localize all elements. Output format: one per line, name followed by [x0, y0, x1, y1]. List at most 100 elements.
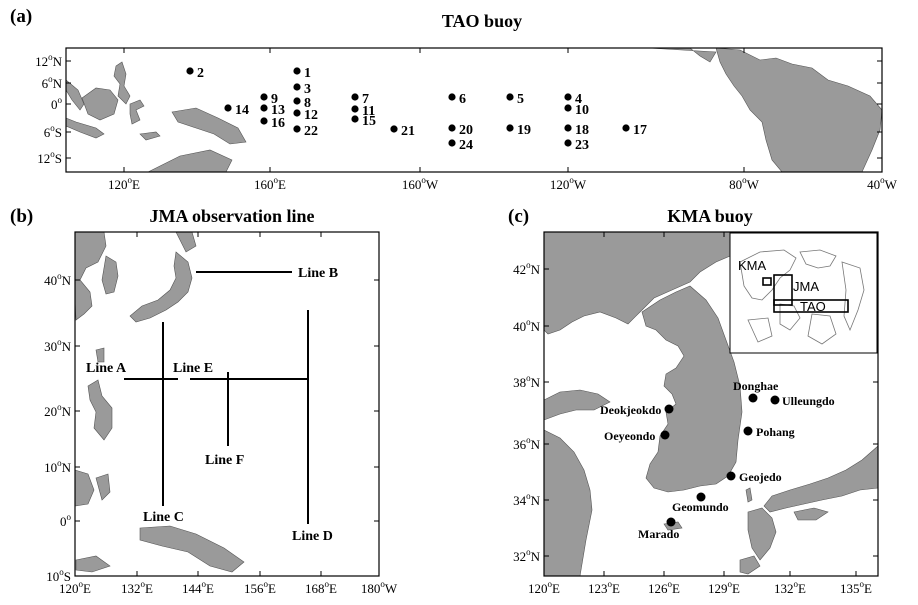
lon-tick-label: 40oW: [867, 175, 898, 192]
inset-label-jma: JMA: [793, 279, 819, 294]
buoy-label: 6: [459, 92, 466, 107]
panel-a-frame: [65, 47, 883, 173]
panel-b-land: [74, 231, 245, 573]
buoy-marker: [448, 139, 456, 147]
inset-jma-box: [773, 274, 793, 306]
lon-tick-label: 120oE: [528, 579, 560, 596]
lon-tick-label: 160oW: [402, 175, 439, 192]
lat-tick-label: 12oS: [37, 149, 62, 166]
station-deokjeokdo: [664, 404, 674, 414]
station-geomundo: [696, 492, 706, 502]
panel-b-title: JMA observation line: [150, 206, 315, 226]
station-label-geojedo: Geojedo: [739, 470, 782, 484]
panel-a-title: TAO buoy: [442, 11, 522, 31]
station-oeyeondo: [660, 430, 670, 440]
buoy-label: 24: [459, 138, 473, 153]
panel-c-title: KMA buoy: [667, 206, 753, 226]
buoy-marker: [351, 115, 359, 123]
panel-c-axis-ticks: 42oN 40oN 38oN 36oN 34oN 32oN 120oE 123oE 126oE 1…: [513, 232, 878, 596]
buoy-label: 11: [362, 104, 375, 119]
buoy-label: 10: [575, 103, 589, 118]
buoy-label: 15: [362, 114, 376, 129]
line-d-label: Line D: [292, 529, 333, 544]
station-pohang: [743, 426, 753, 436]
panel-b-tag: (b): [10, 206, 33, 227]
lon-tick-label: 132oE: [774, 579, 806, 596]
buoy-marker: [293, 67, 301, 75]
lat-tick-label: 10oS: [46, 567, 71, 584]
station-label-donghae: Donghae: [733, 379, 779, 393]
lat-tick-label: 0o: [51, 95, 63, 112]
inset-kma-box: [762, 277, 772, 286]
lat-tick-label: 32oN: [513, 547, 541, 564]
station-geojedo: [726, 471, 736, 481]
buoy-marker: [506, 124, 514, 132]
buoy-label: 12: [304, 108, 318, 123]
buoy-label: 8: [304, 96, 311, 111]
inset-coastlines: [739, 249, 865, 345]
buoy-label: 9: [271, 92, 278, 107]
buoy-marker: [260, 117, 268, 125]
panel-c-frame: [543, 231, 879, 577]
buoy-marker: [293, 97, 301, 105]
buoy-label: 19: [517, 123, 531, 138]
line-f-label: Line F: [205, 453, 244, 468]
inset-frame: [729, 232, 878, 354]
lat-tick-label: 34oN: [513, 491, 541, 508]
lat-tick-label: 36oN: [513, 435, 541, 452]
station-label-pohang: Pohang: [756, 425, 795, 439]
buoy-label: 3: [304, 82, 311, 97]
lon-tick-label: 135oE: [840, 579, 872, 596]
buoy-marker: [293, 125, 301, 133]
lon-tick-label: 156oE: [244, 579, 276, 596]
line-e-label: Line E: [173, 361, 213, 376]
lon-tick-label: 168oE: [305, 579, 337, 596]
lat-tick-label: 0o: [60, 512, 72, 529]
panel-b: (b) JMA observation line 40oN 30oN 20oN 10o…: [10, 206, 398, 596]
buoy-label: 2: [197, 66, 204, 81]
lon-tick-label: 180oW: [361, 579, 398, 596]
panel-c-stations: [660, 393, 780, 527]
lat-tick-label: 6oN: [42, 74, 63, 91]
buoy-marker: [622, 124, 630, 132]
buoy-label: 17: [633, 123, 647, 138]
buoy-marker: [351, 93, 359, 101]
buoy-label: 5: [517, 92, 524, 107]
buoy-label: 21: [401, 124, 415, 139]
panel-a-tag: (a): [10, 6, 32, 27]
buoy-marker: [260, 104, 268, 112]
buoy-marker: [564, 139, 572, 147]
station-label-deokjeokdo: Deokjeokdo: [600, 403, 661, 417]
panel-a-axis-ticks: 12oN 6oN 0o 6oS 12oS 120oE 160oE 160oW 120oW 80oW…: [35, 48, 898, 192]
buoy-label: 18: [575, 123, 589, 138]
buoy-label: 13: [271, 103, 285, 118]
buoy-marker: [293, 83, 301, 91]
inset-label-kma: KMA: [738, 258, 767, 273]
lon-tick-label: 120oW: [550, 175, 587, 192]
buoy-label: 20: [459, 123, 473, 138]
line-b-label: Line B: [298, 266, 338, 281]
lon-tick-label: 120oE: [59, 579, 91, 596]
buoy-marker: [448, 124, 456, 132]
inset-map: KMA JMA TAO: [729, 232, 878, 354]
lat-tick-label: 38oN: [513, 373, 541, 390]
lat-tick-label: 20oN: [44, 402, 72, 419]
buoy-marker: [564, 93, 572, 101]
line-a-label: Line A: [86, 361, 127, 376]
lon-tick-label: 160oE: [254, 175, 286, 192]
panel-c-land: [543, 231, 879, 577]
buoy-marker: [506, 93, 514, 101]
inset-tao-box: [773, 299, 849, 313]
buoy-label: 4: [575, 92, 582, 107]
lon-tick-label: 80oW: [729, 175, 760, 192]
panel-a-land: [65, 47, 883, 173]
buoy-marker: [260, 93, 268, 101]
station-marado: [666, 517, 676, 527]
inset-label-tao: TAO: [800, 299, 826, 314]
lat-tick-label: 40oN: [44, 271, 72, 288]
lat-tick-label: 30oN: [44, 337, 72, 354]
